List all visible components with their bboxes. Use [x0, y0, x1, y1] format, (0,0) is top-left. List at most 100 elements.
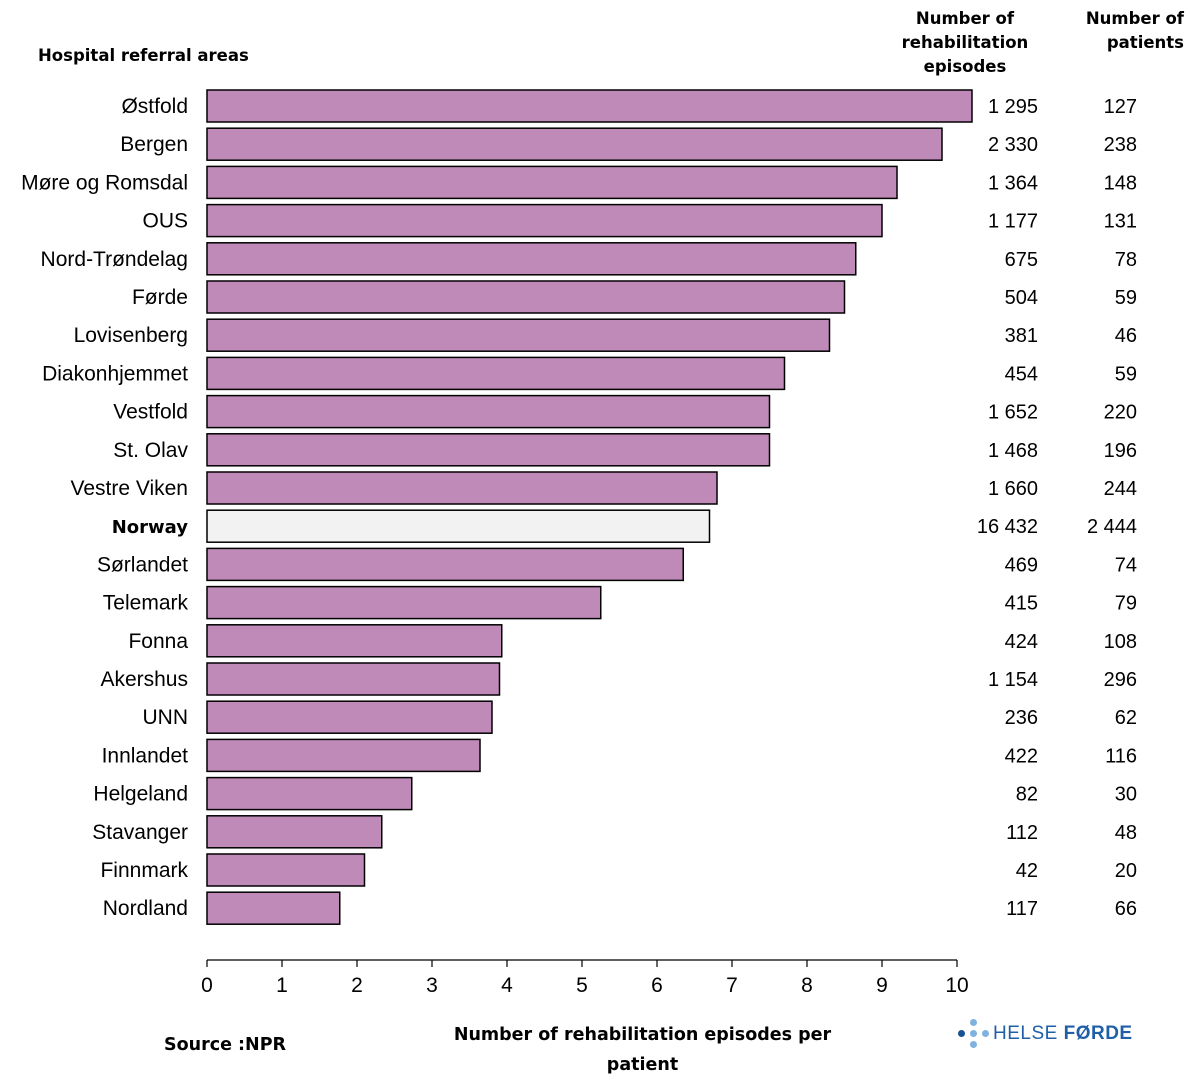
patients-value: 296	[1104, 669, 1137, 691]
category-label: St. Olav	[113, 439, 188, 462]
logo-dot	[970, 1041, 977, 1048]
category-label: Diakonhjemmet	[42, 362, 188, 385]
x-tick-label: 5	[576, 974, 588, 997]
episodes-value: 469	[1005, 554, 1038, 576]
category-label: Innlandet	[102, 744, 189, 767]
bar	[206, 394, 771, 429]
category-label: Finnmark	[100, 859, 188, 882]
category-label: Vestre Viken	[70, 477, 188, 500]
bar	[206, 776, 413, 811]
bar	[206, 165, 898, 200]
bar	[206, 318, 831, 352]
category-label: Akershus	[100, 668, 188, 691]
patients-value: 20	[1115, 860, 1137, 882]
category-label: Lovisenberg	[74, 324, 188, 347]
episodes-value: 236	[1005, 707, 1038, 729]
category-label: Norway	[112, 517, 189, 538]
logo-dot	[982, 1030, 989, 1037]
bar	[206, 700, 493, 734]
category-label: UNN	[143, 706, 189, 729]
patients-value: 46	[1115, 325, 1137, 347]
patients-header-line1: Number of	[1085, 9, 1184, 28]
bar	[206, 624, 503, 658]
patients-value: 59	[1115, 287, 1137, 309]
logo-dots-icon	[955, 1019, 993, 1049]
patients-value: 244	[1104, 478, 1137, 500]
patients-value: 238	[1104, 134, 1137, 156]
x-tick-label: 6	[651, 974, 663, 997]
x-tick-label: 3	[426, 974, 438, 997]
x-tick-label: 10	[945, 974, 968, 997]
category-label: Vestfold	[113, 401, 188, 424]
x-tick-label: 8	[801, 974, 813, 997]
episodes-value: 415	[1005, 593, 1038, 615]
category-label: OUS	[142, 210, 188, 233]
logo-dot	[970, 1019, 977, 1026]
patients-value: 196	[1104, 440, 1137, 462]
episodes-value: 82	[1016, 784, 1038, 806]
bar	[206, 815, 383, 849]
x-tick-label: 9	[876, 974, 888, 997]
category-label: Fonna	[128, 630, 188, 653]
bar	[206, 356, 786, 391]
category-label: Møre og Romsdal	[21, 171, 188, 194]
episodes-value: 16 432	[977, 516, 1038, 538]
x-tick-label: 7	[726, 974, 738, 997]
category-labels-group: Østfold Bergen Møre og Romsdal OUS Nord-Trøn…	[21, 95, 188, 920]
patients-value: 2 444	[1087, 516, 1137, 538]
x-tick-label: 1	[276, 974, 288, 997]
logo-text-bold: FØRDE	[1063, 1023, 1133, 1044]
episodes-value: 424	[1005, 631, 1038, 653]
bar	[206, 471, 718, 505]
patients-value: 131	[1104, 211, 1137, 233]
category-label: Helgeland	[93, 783, 188, 806]
logo-dot	[970, 1030, 977, 1037]
episodes-value: 1 468	[988, 440, 1038, 462]
x-tick-label: 4	[501, 974, 513, 997]
episodes-value: 675	[1005, 249, 1038, 271]
bar	[206, 662, 501, 696]
bar	[206, 853, 366, 887]
category-label: Nord-Trøndelag	[41, 248, 188, 271]
episodes-value: 42	[1016, 860, 1038, 882]
episodes-value: 2 330	[988, 134, 1038, 156]
episodes-value: 422	[1005, 745, 1038, 767]
episodes-value: 1 652	[988, 402, 1038, 424]
episodes-value: 1 154	[988, 669, 1038, 691]
patients-value: 59	[1115, 363, 1137, 385]
episodes-value: 1 295	[988, 96, 1038, 118]
bar-norway	[206, 509, 711, 543]
patients-value: 66	[1115, 898, 1137, 920]
patients-value: 127	[1104, 96, 1137, 118]
patients-value: 78	[1115, 249, 1137, 271]
bar	[206, 203, 883, 238]
category-label: Østfold	[121, 95, 188, 118]
bar	[206, 547, 684, 582]
bar	[206, 127, 943, 161]
category-label: Telemark	[103, 592, 189, 615]
bar	[206, 585, 602, 620]
logo-text-light: HELSE	[993, 1023, 1064, 1044]
category-label: Sørlandet	[97, 553, 188, 576]
patients-value: 108	[1104, 631, 1137, 653]
patients-value: 220	[1104, 402, 1137, 424]
source-note: Source :NPR	[164, 1035, 286, 1055]
bar	[206, 891, 341, 925]
bar	[206, 242, 857, 276]
value-columns-group: 1 295 127 2 330 238 1 364 148 1 177 131 675 78 504…	[977, 96, 1137, 920]
episodes-header-line1: Number of	[915, 9, 1015, 28]
episodes-value: 1 177	[988, 211, 1038, 233]
patients-value: 62	[1115, 707, 1137, 729]
episodes-value: 454	[1005, 363, 1038, 385]
bar	[206, 280, 846, 314]
y-axis-title: Hospital referral areas	[38, 46, 249, 65]
episodes-value: 381	[1005, 325, 1038, 347]
x-axis: 0 1 2 3 4 5 6 7 8 9 10	[201, 959, 969, 997]
episodes-header-line2: rehabilitation episodes	[901, 33, 1029, 76]
episodes-value: 112	[1006, 822, 1038, 844]
category-label: Nordland	[103, 897, 188, 920]
episodes-value: 504	[1005, 287, 1038, 309]
episodes-value: 1 660	[988, 478, 1038, 500]
helse-forde-logo: HELSE FØRDE	[955, 1019, 1133, 1049]
patients-value: 79	[1115, 593, 1137, 615]
